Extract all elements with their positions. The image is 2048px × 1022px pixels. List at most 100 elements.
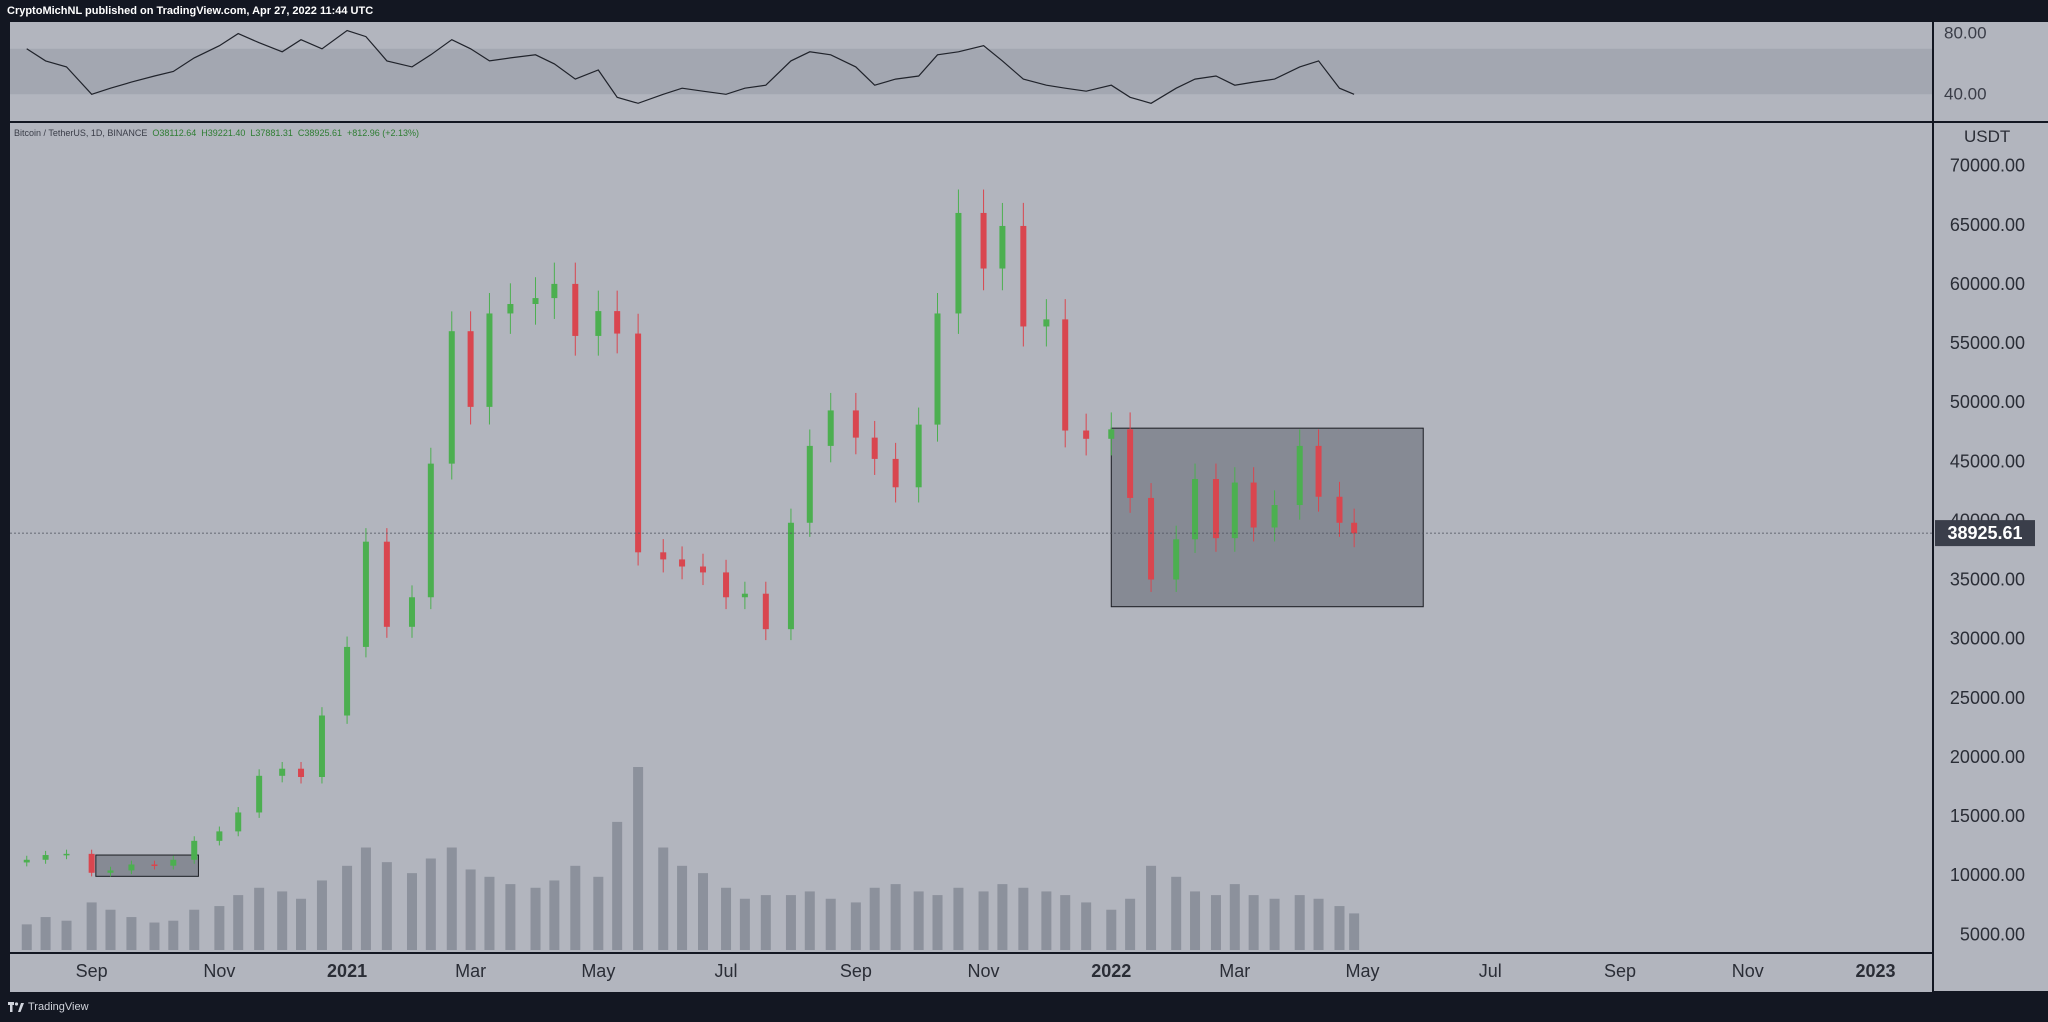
time-tick-label: Jul — [715, 961, 738, 981]
rsi-line — [26, 29, 1355, 104]
symbol-legend: Bitcoin / TetherUS, 1D, BINANCE O38112.6… — [14, 128, 419, 138]
candle-body — [1212, 479, 1219, 539]
price-tick-label: 25000.00 — [1950, 688, 2025, 708]
candle-body — [298, 768, 305, 777]
candle-body — [88, 853, 95, 873]
volume-bar — [446, 847, 457, 950]
candle-body — [827, 410, 834, 446]
time-tick-label: Mar — [455, 961, 486, 981]
volume-bar — [1125, 898, 1136, 950]
volume-bar — [593, 876, 604, 950]
price-tick-label: 65000.00 — [1950, 215, 2025, 235]
publish-header: CryptoMichNL published on TradingView.co… — [0, 0, 2048, 22]
price-pane — [10, 123, 1932, 952]
candle-body — [151, 864, 158, 866]
volume-bar — [21, 924, 32, 950]
volume-bar — [214, 906, 225, 950]
time-tick-label: 2023 — [1855, 961, 1895, 981]
range-box — [95, 854, 199, 877]
price-tick-label: 55000.00 — [1950, 333, 2025, 353]
candle-body — [595, 311, 602, 336]
candle-body — [235, 812, 242, 832]
tradingview-brand[interactable]: TradingView — [8, 1001, 89, 1013]
footer-bar: TradingView — [0, 994, 2048, 1022]
candle-body — [1296, 445, 1303, 506]
price-tick-label: 35000.00 — [1950, 570, 2025, 590]
volume-bar — [1060, 895, 1071, 950]
candle-body — [128, 864, 135, 871]
candle-body — [614, 311, 621, 334]
candle-body — [1315, 445, 1322, 497]
volume-bar — [1349, 913, 1360, 950]
legend-close: C38925.61 — [297, 128, 342, 138]
candle-body — [344, 646, 351, 716]
legend-change: +812.96 (+2.13%) — [346, 128, 420, 138]
volume-bar — [254, 887, 265, 950]
candle-body — [279, 768, 286, 776]
volume-bar — [739, 898, 750, 950]
last-price-tag — [1935, 520, 2035, 547]
volume-bar — [850, 902, 861, 950]
candle-body — [1173, 539, 1180, 580]
candle-body — [408, 597, 415, 627]
volume-bar — [168, 920, 179, 950]
candle-body — [362, 541, 369, 647]
volume-bar — [1248, 895, 1259, 950]
candle-body — [551, 283, 558, 299]
volume-bar — [1081, 902, 1092, 950]
volume-bar — [105, 909, 116, 950]
price-tick-label: 5000.00 — [1960, 924, 2025, 944]
volume-bar — [1041, 891, 1052, 950]
last-price-label: 38925.61 — [1947, 523, 2022, 543]
volume-bar — [425, 858, 436, 950]
time-axis — [10, 954, 1932, 992]
candle-body — [467, 331, 474, 407]
volume-bar — [40, 917, 51, 950]
volume-bar — [484, 876, 495, 950]
time-tick-label: Nov — [203, 961, 235, 981]
legend-symbol: Bitcoin / TetherUS, 1D, BINANCE — [14, 128, 148, 138]
volume-bar — [189, 909, 200, 950]
candle-body — [999, 225, 1006, 269]
volume-bar — [677, 865, 688, 950]
rsi-axis — [1934, 22, 2048, 121]
candle-body — [383, 541, 390, 627]
price-axis — [1934, 123, 2048, 991]
candle-body — [892, 458, 899, 488]
volume-bar — [698, 873, 709, 950]
volume-bar — [149, 922, 160, 950]
volume-bar — [549, 880, 560, 950]
volume-bar — [890, 884, 901, 950]
volume-bar — [316, 880, 327, 950]
volume-bar — [360, 847, 371, 950]
volume-bar — [658, 847, 669, 950]
volume-bar — [381, 862, 392, 950]
time-tick-label: May — [581, 961, 615, 981]
candle-body — [1020, 225, 1027, 327]
volume-bar — [1334, 906, 1345, 950]
candle-body — [1192, 479, 1199, 540]
candle-body — [63, 853, 70, 856]
tradingview-label: TradingView — [28, 1001, 89, 1013]
volume-bar — [406, 873, 417, 950]
price-tick-label: 50000.00 — [1950, 392, 2025, 412]
time-tick-label: Sep — [76, 961, 108, 981]
time-tick-label: Sep — [1604, 961, 1636, 981]
price-tick-label: 30000.00 — [1950, 629, 2025, 649]
candle-body — [1083, 430, 1090, 439]
time-tick-label: Nov — [1732, 961, 1764, 981]
chart-area[interactable]: 80.00 40.00 70000.00 65000.00 60000.00 55000.… — [0, 22, 2048, 994]
volume-bar — [760, 895, 771, 950]
price-tick-label: 15000.00 — [1950, 806, 2025, 826]
candle-body — [955, 212, 962, 314]
candle-body — [1351, 522, 1358, 534]
candle-body — [23, 859, 30, 863]
time-tick-label: May — [1346, 961, 1380, 981]
publish-info-text: CryptoMichNL published on TradingView.co… — [7, 5, 374, 17]
volume-bar — [86, 902, 97, 950]
volume-bar — [465, 869, 476, 950]
volume-bar — [505, 884, 516, 950]
candle-body — [1336, 496, 1343, 523]
time-tick-label: Nov — [968, 961, 1000, 981]
candle-body — [635, 333, 642, 553]
